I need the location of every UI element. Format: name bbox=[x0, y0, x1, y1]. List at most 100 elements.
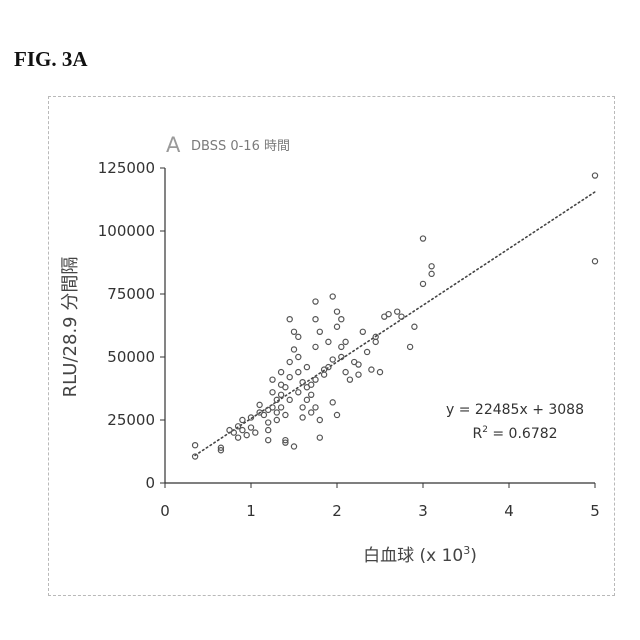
data-point bbox=[334, 324, 339, 329]
y-tick-label: 50000 bbox=[107, 348, 155, 366]
data-point bbox=[420, 236, 425, 241]
data-point bbox=[313, 405, 318, 410]
data-point bbox=[360, 329, 365, 334]
data-point bbox=[343, 339, 348, 344]
data-point bbox=[279, 405, 284, 410]
data-point bbox=[304, 397, 309, 402]
data-point bbox=[296, 370, 301, 375]
x-tick-label: 5 bbox=[590, 502, 600, 520]
data-point bbox=[270, 390, 275, 395]
data-point bbox=[296, 354, 301, 359]
data-point bbox=[313, 299, 318, 304]
data-point bbox=[343, 370, 348, 375]
data-point bbox=[334, 309, 339, 314]
x-axis-label-close: ) bbox=[470, 546, 477, 566]
data-point bbox=[270, 405, 275, 410]
data-point bbox=[365, 349, 370, 354]
data-point bbox=[313, 317, 318, 322]
data-point bbox=[373, 339, 378, 344]
data-point bbox=[330, 400, 335, 405]
data-point bbox=[386, 312, 391, 317]
data-point bbox=[429, 264, 434, 269]
data-point bbox=[317, 329, 322, 334]
data-point bbox=[326, 364, 331, 369]
data-point bbox=[291, 444, 296, 449]
data-point bbox=[266, 438, 271, 443]
x-tick-label: 0 bbox=[160, 502, 170, 520]
r-squared-value: = 0.6782 bbox=[488, 426, 558, 442]
data-point bbox=[240, 427, 245, 432]
y-tick-label: 75000 bbox=[107, 285, 155, 303]
x-tick-label: 3 bbox=[418, 502, 428, 520]
regression-annotation: y = 22485x + 3088 R2 = 0.6782 bbox=[446, 402, 584, 442]
chart-title-group: A DBSS 0-16 時間 bbox=[166, 133, 290, 157]
data-point bbox=[322, 372, 327, 377]
panel-letter: A bbox=[166, 133, 181, 157]
data-point bbox=[330, 357, 335, 362]
tick-labels: 0 25000 50000 75000 100000 125000 0 1 2 3 4 5 bbox=[98, 159, 600, 520]
data-point bbox=[377, 370, 382, 375]
data-point bbox=[309, 410, 314, 415]
data-point bbox=[592, 173, 597, 178]
data-point bbox=[279, 370, 284, 375]
data-point bbox=[236, 435, 241, 440]
data-point bbox=[300, 380, 305, 385]
data-point bbox=[304, 364, 309, 369]
r-squared-annotation: R2 = 0.6782 bbox=[472, 425, 557, 442]
data-point bbox=[408, 344, 413, 349]
data-point bbox=[240, 417, 245, 422]
data-point bbox=[317, 435, 322, 440]
data-point bbox=[244, 433, 249, 438]
data-point bbox=[429, 271, 434, 276]
data-point bbox=[326, 339, 331, 344]
data-point bbox=[309, 382, 314, 387]
y-tick-label: 125000 bbox=[98, 159, 155, 177]
data-point bbox=[347, 377, 352, 382]
data-point bbox=[270, 377, 275, 382]
chart-title: DBSS 0-16 時間 bbox=[191, 139, 290, 154]
data-point bbox=[420, 281, 425, 286]
data-point bbox=[266, 420, 271, 425]
data-point bbox=[287, 397, 292, 402]
data-point bbox=[287, 375, 292, 380]
data-point bbox=[253, 430, 258, 435]
data-point bbox=[261, 412, 266, 417]
data-point bbox=[334, 412, 339, 417]
data-point bbox=[300, 415, 305, 420]
data-point bbox=[313, 344, 318, 349]
y-tick-label: 0 bbox=[145, 474, 155, 492]
trendline-equation: y = 22485x + 3088 bbox=[446, 402, 584, 418]
data-point bbox=[287, 359, 292, 364]
data-point bbox=[257, 402, 262, 407]
data-point bbox=[287, 317, 292, 322]
data-point bbox=[412, 324, 417, 329]
data-point bbox=[356, 372, 361, 377]
data-point bbox=[266, 427, 271, 432]
data-point bbox=[300, 405, 305, 410]
data-point bbox=[296, 390, 301, 395]
x-tick-label: 2 bbox=[332, 502, 342, 520]
data-point bbox=[274, 417, 279, 422]
data-point bbox=[193, 443, 198, 448]
data-point bbox=[291, 329, 296, 334]
x-tick-label: 4 bbox=[504, 502, 514, 520]
data-point bbox=[283, 412, 288, 417]
y-tick-label: 100000 bbox=[98, 222, 155, 240]
data-point bbox=[339, 344, 344, 349]
r-squared-label: R bbox=[472, 426, 482, 442]
x-axis-label: 白血球 (x 103) bbox=[363, 544, 477, 566]
data-point bbox=[309, 392, 314, 397]
data-point bbox=[592, 259, 597, 264]
data-point bbox=[330, 294, 335, 299]
data-point bbox=[248, 425, 253, 430]
data-point bbox=[356, 362, 361, 367]
y-axis-label: RLU/28.9 分間隔 bbox=[60, 257, 81, 398]
data-point bbox=[317, 417, 322, 422]
data-point bbox=[296, 334, 301, 339]
x-tick-label: 1 bbox=[246, 502, 256, 520]
data-point bbox=[395, 309, 400, 314]
data-point bbox=[291, 347, 296, 352]
y-tick-label: 25000 bbox=[107, 411, 155, 429]
x-axis-label-exponent: 3 bbox=[463, 544, 470, 557]
